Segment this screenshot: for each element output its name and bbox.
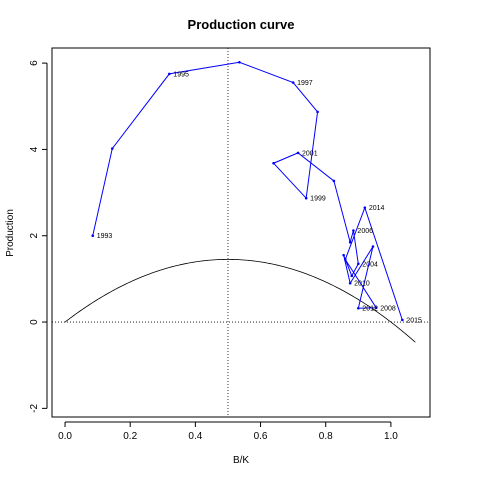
data-point-10 (348, 240, 352, 244)
data-point-15 (348, 281, 352, 285)
data-point-3 (238, 60, 241, 64)
data-point-20 (363, 206, 367, 209)
year-label-2010: 2010 (354, 281, 370, 288)
data-point-19 (343, 258, 347, 261)
data-point-4 (291, 81, 295, 84)
data-point-14 (342, 253, 345, 257)
y-tick-label: 6 (29, 60, 40, 66)
year-label-2014: 2014 (369, 205, 385, 212)
year-label-1997: 1997 (297, 80, 313, 87)
data-point-12 (357, 262, 360, 266)
y-axis: -2 0 2 4 6 (29, 60, 48, 413)
data-point-5 (316, 110, 319, 114)
reference-lines (52, 48, 430, 417)
y-axis-label: Production (5, 209, 16, 257)
data-point-9 (332, 179, 336, 183)
x-axis-label: B/K (233, 455, 249, 466)
point-labels-layer: 1993 1995 1997 1999 2001 2006 2004 2010 2012 2008… (97, 71, 422, 324)
data-point-16 (371, 245, 375, 248)
data-point-8 (296, 151, 300, 155)
x-tick-label: 0.6 (254, 431, 268, 442)
x-tick-label: 0.2 (123, 431, 137, 442)
x-axis: 0.0 0.2 0.4 0.6 0.8 1.0 (58, 421, 398, 442)
production-curve-line (64, 258, 416, 343)
data-point-0 (91, 234, 95, 238)
data-point-1 (110, 147, 114, 150)
year-label-2004: 2004 (362, 261, 378, 268)
data-point-6 (304, 196, 308, 200)
y-tick-label: 0 (29, 319, 40, 325)
chart-title: Production curve (188, 17, 295, 32)
data-point-11 (352, 229, 355, 232)
plot-frame (51, 47, 431, 418)
year-label-2008: 2008 (380, 305, 396, 312)
data-point-7 (272, 161, 275, 165)
x-tick-label: 0.8 (319, 431, 333, 442)
y-tick-label: -2 (29, 403, 40, 412)
x-tick-label: 0.4 (188, 431, 202, 442)
year-label-1995: 1995 (173, 71, 189, 78)
data-point-13 (350, 274, 354, 278)
year-label-1993: 1993 (97, 233, 113, 240)
year-label-1999: 1999 (310, 196, 326, 203)
series-layer (91, 60, 404, 322)
observed-series-line (92, 61, 403, 321)
y-tick-label: 4 (29, 146, 40, 152)
x-tick-label: 0.0 (58, 431, 72, 442)
data-point-2 (168, 72, 171, 76)
x-tick-label: 1.0 (384, 431, 398, 442)
y-tick-label: 2 (29, 233, 40, 239)
year-label-2015: 2015 (406, 317, 422, 324)
data-point-17 (357, 306, 360, 310)
data-point-18 (374, 306, 378, 310)
production-curve-layer (64, 258, 416, 343)
year-label-2001: 2001 (302, 150, 318, 157)
data-point-21 (401, 318, 404, 322)
year-label-2006: 2006 (357, 228, 373, 235)
year-label-2012: 2012 (362, 306, 378, 313)
